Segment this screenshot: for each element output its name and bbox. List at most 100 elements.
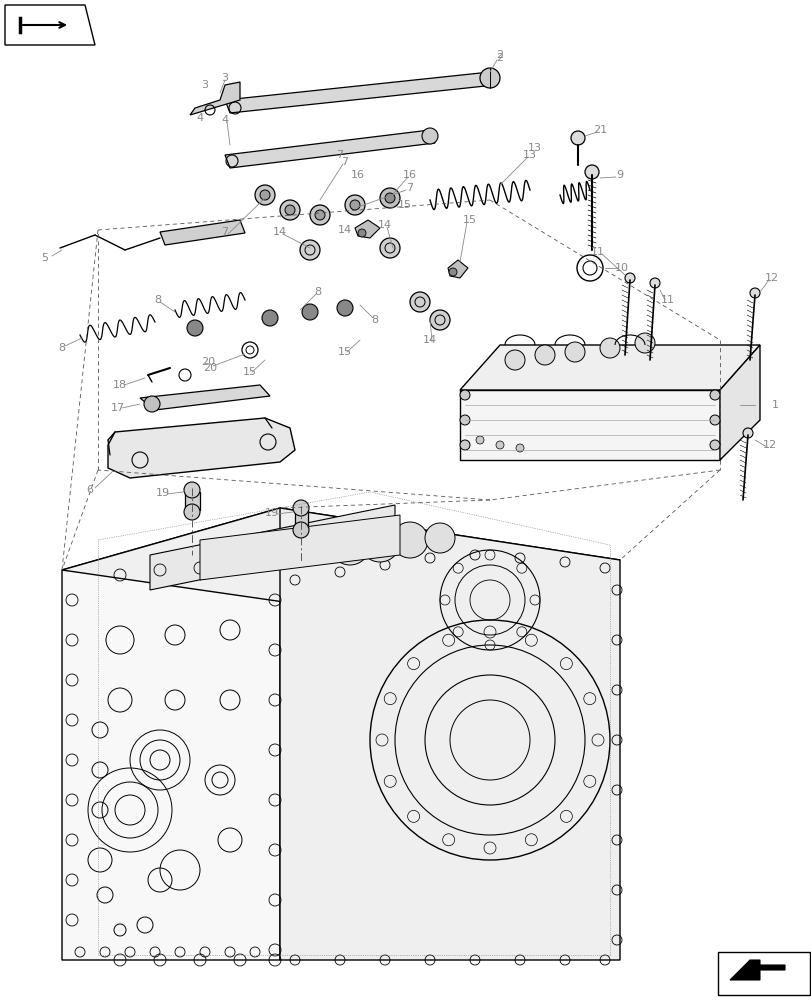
Circle shape	[422, 128, 437, 144]
Text: 14: 14	[337, 225, 352, 235]
Polygon shape	[280, 508, 620, 960]
Polygon shape	[160, 220, 245, 245]
Circle shape	[564, 342, 584, 362]
Text: 4: 4	[196, 113, 204, 123]
Circle shape	[496, 441, 504, 449]
Circle shape	[504, 350, 525, 370]
Text: 15: 15	[462, 215, 476, 225]
Circle shape	[337, 300, 353, 316]
Text: 7: 7	[221, 227, 228, 237]
Text: 11: 11	[660, 295, 674, 305]
Circle shape	[475, 436, 483, 444]
Circle shape	[380, 188, 400, 208]
Circle shape	[329, 525, 370, 565]
Text: 2: 2	[496, 53, 503, 63]
Polygon shape	[62, 508, 620, 618]
Circle shape	[187, 320, 203, 336]
Circle shape	[742, 428, 752, 438]
Circle shape	[624, 273, 634, 283]
Circle shape	[599, 338, 620, 358]
Polygon shape	[200, 515, 400, 580]
Polygon shape	[719, 345, 759, 460]
Text: 15: 15	[397, 200, 411, 210]
Text: 12: 12	[764, 273, 778, 283]
Text: 1: 1	[770, 400, 778, 410]
Text: 6: 6	[87, 485, 93, 495]
Circle shape	[448, 268, 457, 276]
Polygon shape	[225, 72, 495, 113]
Circle shape	[285, 205, 294, 215]
Circle shape	[358, 229, 366, 237]
Text: 7: 7	[406, 183, 413, 193]
Circle shape	[430, 310, 449, 330]
Circle shape	[649, 278, 659, 288]
Circle shape	[460, 415, 470, 425]
Polygon shape	[460, 345, 759, 390]
Circle shape	[570, 131, 584, 145]
Polygon shape	[190, 82, 240, 115]
Circle shape	[262, 310, 277, 326]
Text: 15: 15	[337, 347, 351, 357]
Circle shape	[280, 200, 299, 220]
Polygon shape	[62, 508, 280, 960]
Text: 12: 12	[762, 440, 776, 450]
Circle shape	[384, 193, 394, 203]
Text: 8: 8	[154, 295, 161, 305]
Circle shape	[184, 482, 200, 498]
Circle shape	[534, 345, 554, 365]
Polygon shape	[225, 130, 435, 168]
Text: 14: 14	[377, 220, 392, 230]
Circle shape	[709, 440, 719, 450]
Circle shape	[749, 288, 759, 298]
Circle shape	[310, 205, 329, 225]
Text: 19: 19	[156, 488, 169, 498]
Text: 2: 2	[496, 50, 503, 60]
Text: 20: 20	[203, 363, 217, 373]
Circle shape	[380, 238, 400, 258]
Text: 14: 14	[272, 227, 287, 237]
Polygon shape	[108, 418, 294, 478]
Circle shape	[315, 210, 324, 220]
Circle shape	[144, 396, 160, 412]
Text: 9: 9	[616, 170, 623, 180]
Text: 11: 11	[590, 247, 604, 257]
Polygon shape	[729, 960, 784, 980]
Circle shape	[293, 500, 309, 516]
Text: 19: 19	[264, 508, 279, 518]
Circle shape	[302, 304, 318, 320]
Polygon shape	[717, 952, 809, 995]
Text: 18: 18	[113, 380, 127, 390]
Text: 3: 3	[201, 80, 208, 90]
Circle shape	[515, 444, 523, 452]
Polygon shape	[294, 510, 307, 528]
Circle shape	[460, 440, 470, 450]
Text: 10: 10	[614, 263, 629, 273]
Circle shape	[293, 522, 309, 538]
Circle shape	[359, 522, 400, 562]
Circle shape	[410, 292, 430, 312]
Circle shape	[345, 195, 365, 215]
Text: 5: 5	[41, 253, 49, 263]
Text: 3: 3	[221, 73, 228, 83]
Text: 16: 16	[350, 170, 365, 180]
Circle shape	[392, 522, 427, 558]
Text: 15: 15	[242, 367, 257, 377]
Polygon shape	[150, 505, 394, 590]
Polygon shape	[139, 385, 270, 410]
Circle shape	[584, 165, 599, 179]
Text: 13: 13	[522, 150, 536, 160]
Circle shape	[634, 333, 654, 353]
Circle shape	[260, 190, 270, 200]
Text: 8: 8	[371, 315, 378, 325]
Polygon shape	[5, 5, 95, 45]
Text: 17: 17	[111, 403, 125, 413]
Text: 13: 13	[527, 143, 541, 153]
Circle shape	[460, 390, 470, 400]
Circle shape	[299, 240, 320, 260]
Circle shape	[255, 185, 275, 205]
Text: 4: 4	[221, 115, 228, 125]
Polygon shape	[460, 390, 719, 460]
Text: 7: 7	[336, 150, 343, 160]
Polygon shape	[448, 260, 467, 278]
Circle shape	[184, 504, 200, 520]
